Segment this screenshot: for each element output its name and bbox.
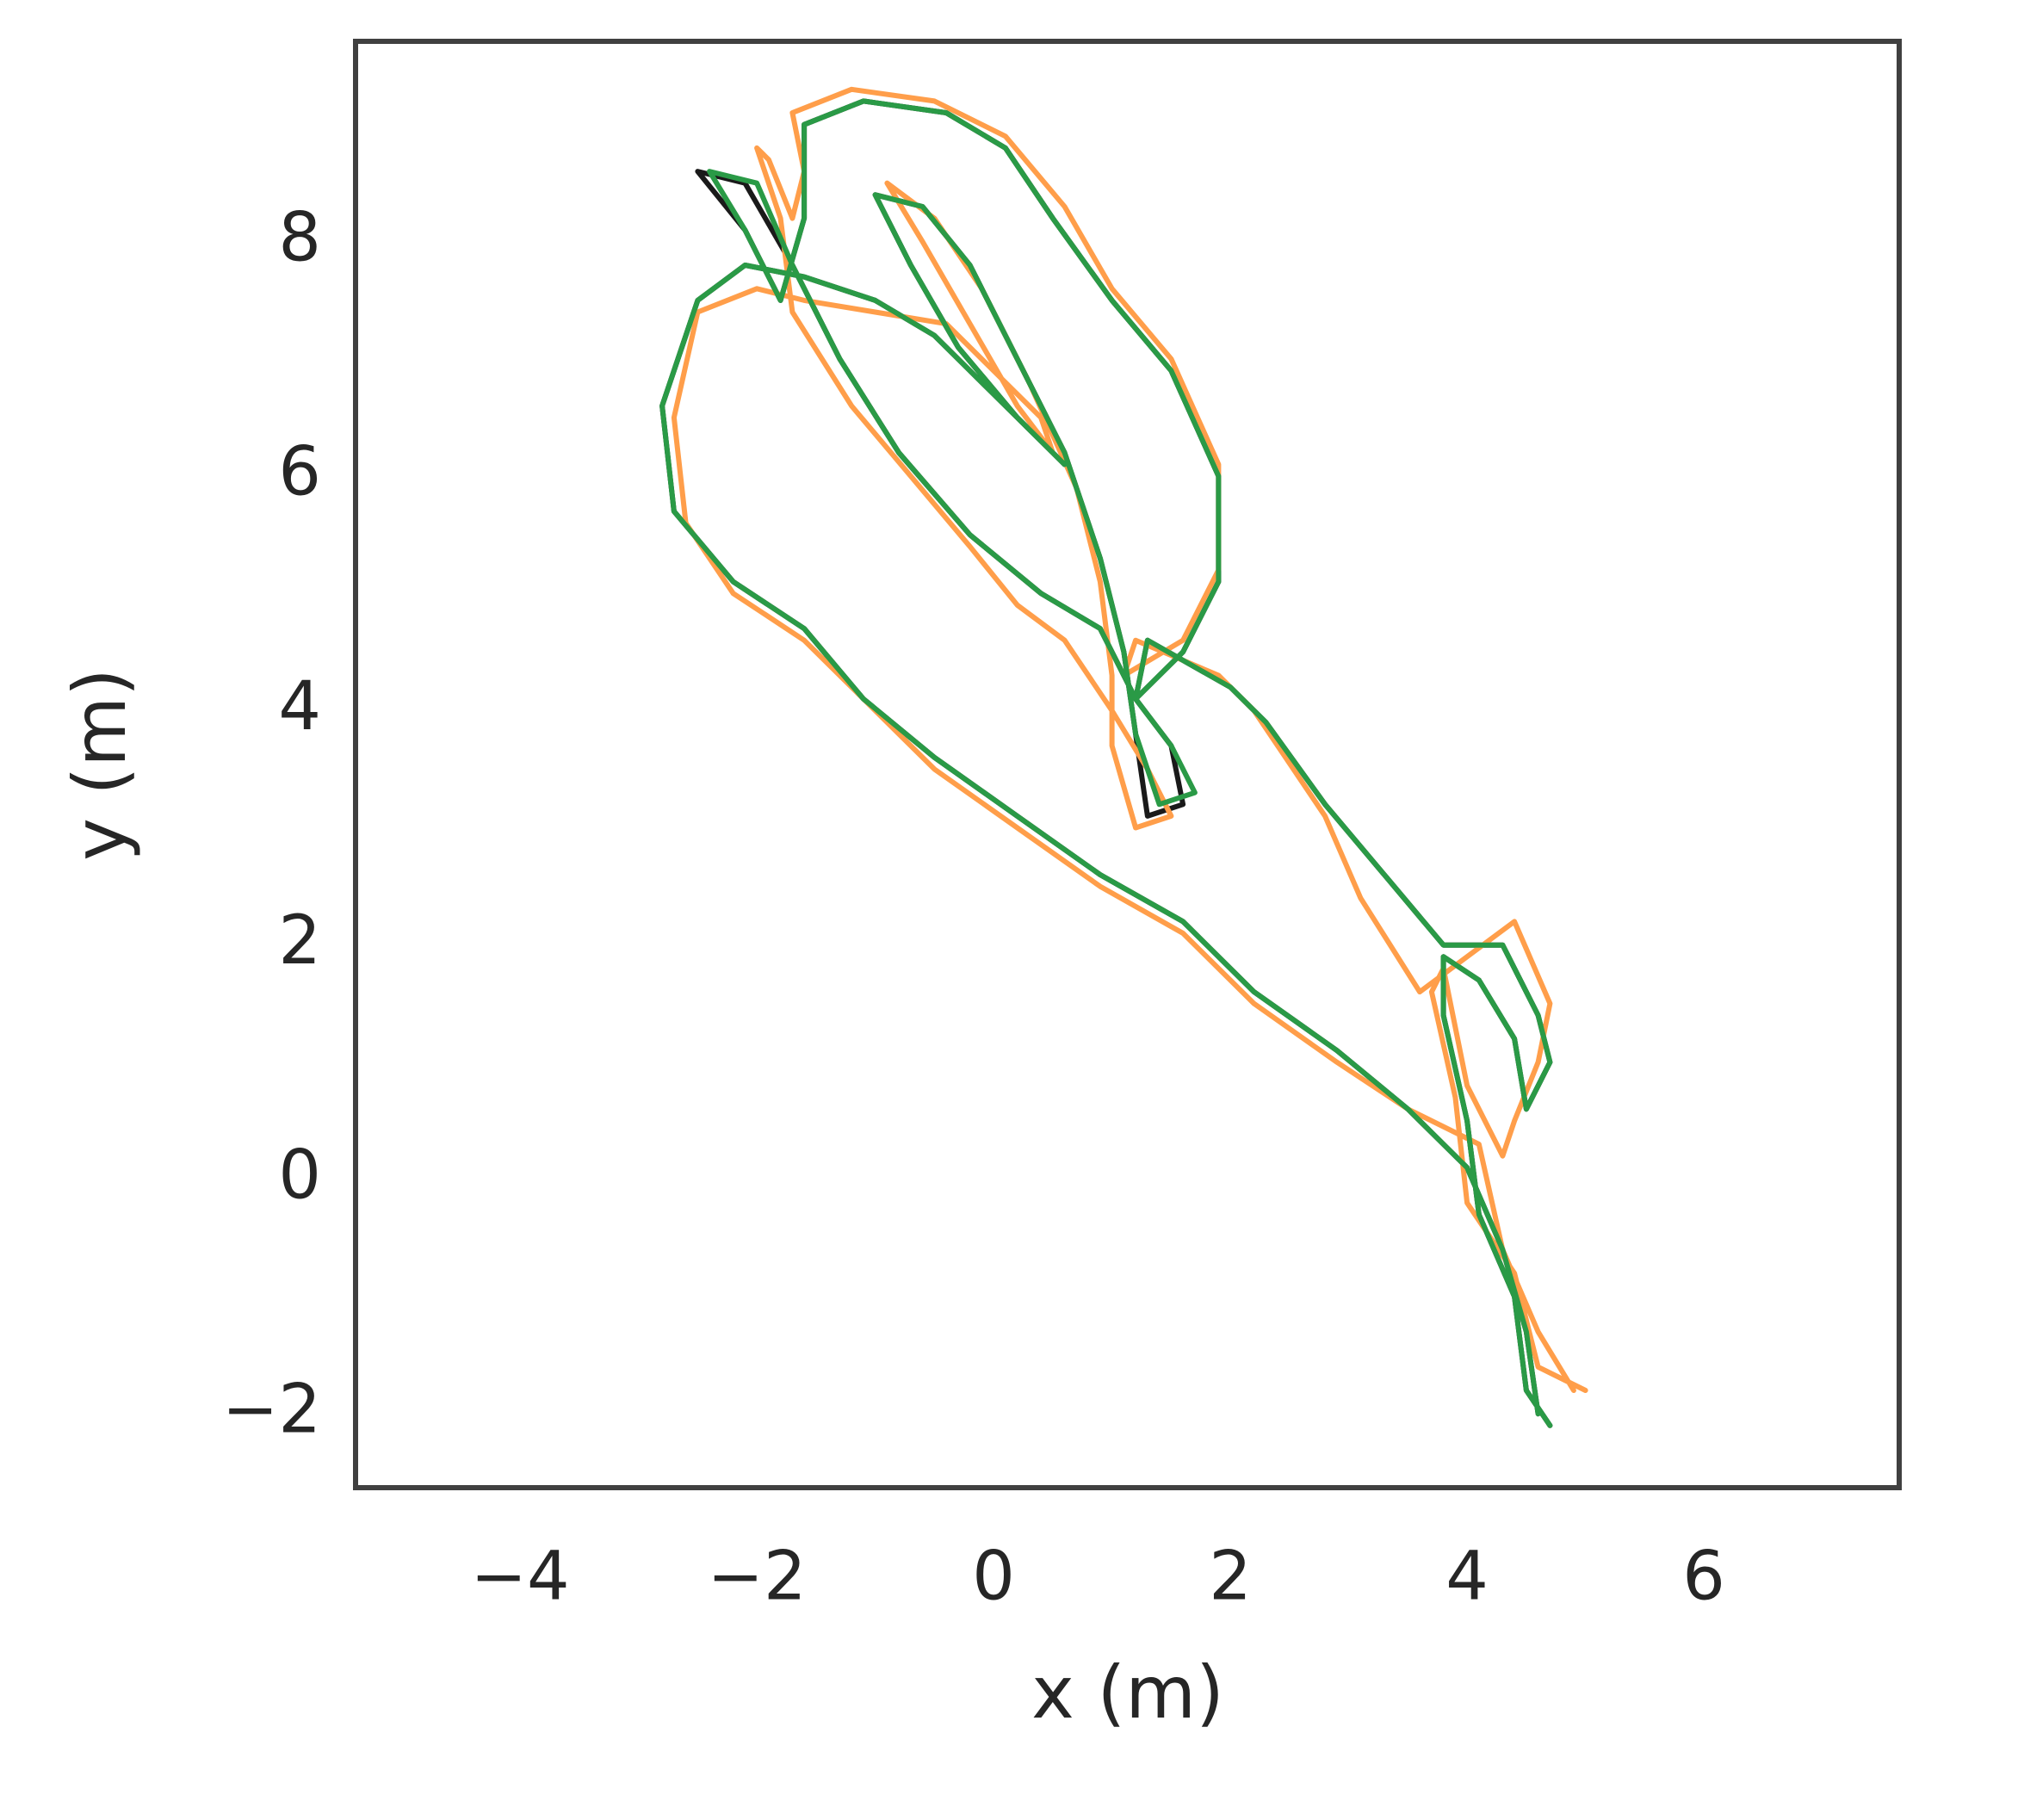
y-tick-label: 0 [278, 1136, 321, 1214]
trajectory [659, 98, 1553, 1428]
x-tick-label: −4 [471, 1538, 570, 1615]
y-tick-label: 4 [278, 668, 321, 746]
x-tick-label: 2 [1209, 1538, 1252, 1615]
trajectory [671, 86, 1588, 1393]
y-tick-label: 2 [278, 902, 321, 980]
x-tick-label: −2 [708, 1538, 807, 1615]
x-tick-label: 6 [1682, 1538, 1725, 1615]
y-tick-label: −2 [222, 1371, 321, 1449]
plot-frame [353, 39, 1902, 1490]
x-tick-label: 0 [972, 1538, 1015, 1615]
y-tick-label: 6 [278, 434, 321, 511]
x-tick-label: 4 [1445, 1538, 1489, 1615]
y-axis-label: y (m) [58, 668, 142, 861]
y-tick-label: 8 [278, 199, 321, 276]
x-axis-label: x (m) [1031, 1650, 1224, 1735]
